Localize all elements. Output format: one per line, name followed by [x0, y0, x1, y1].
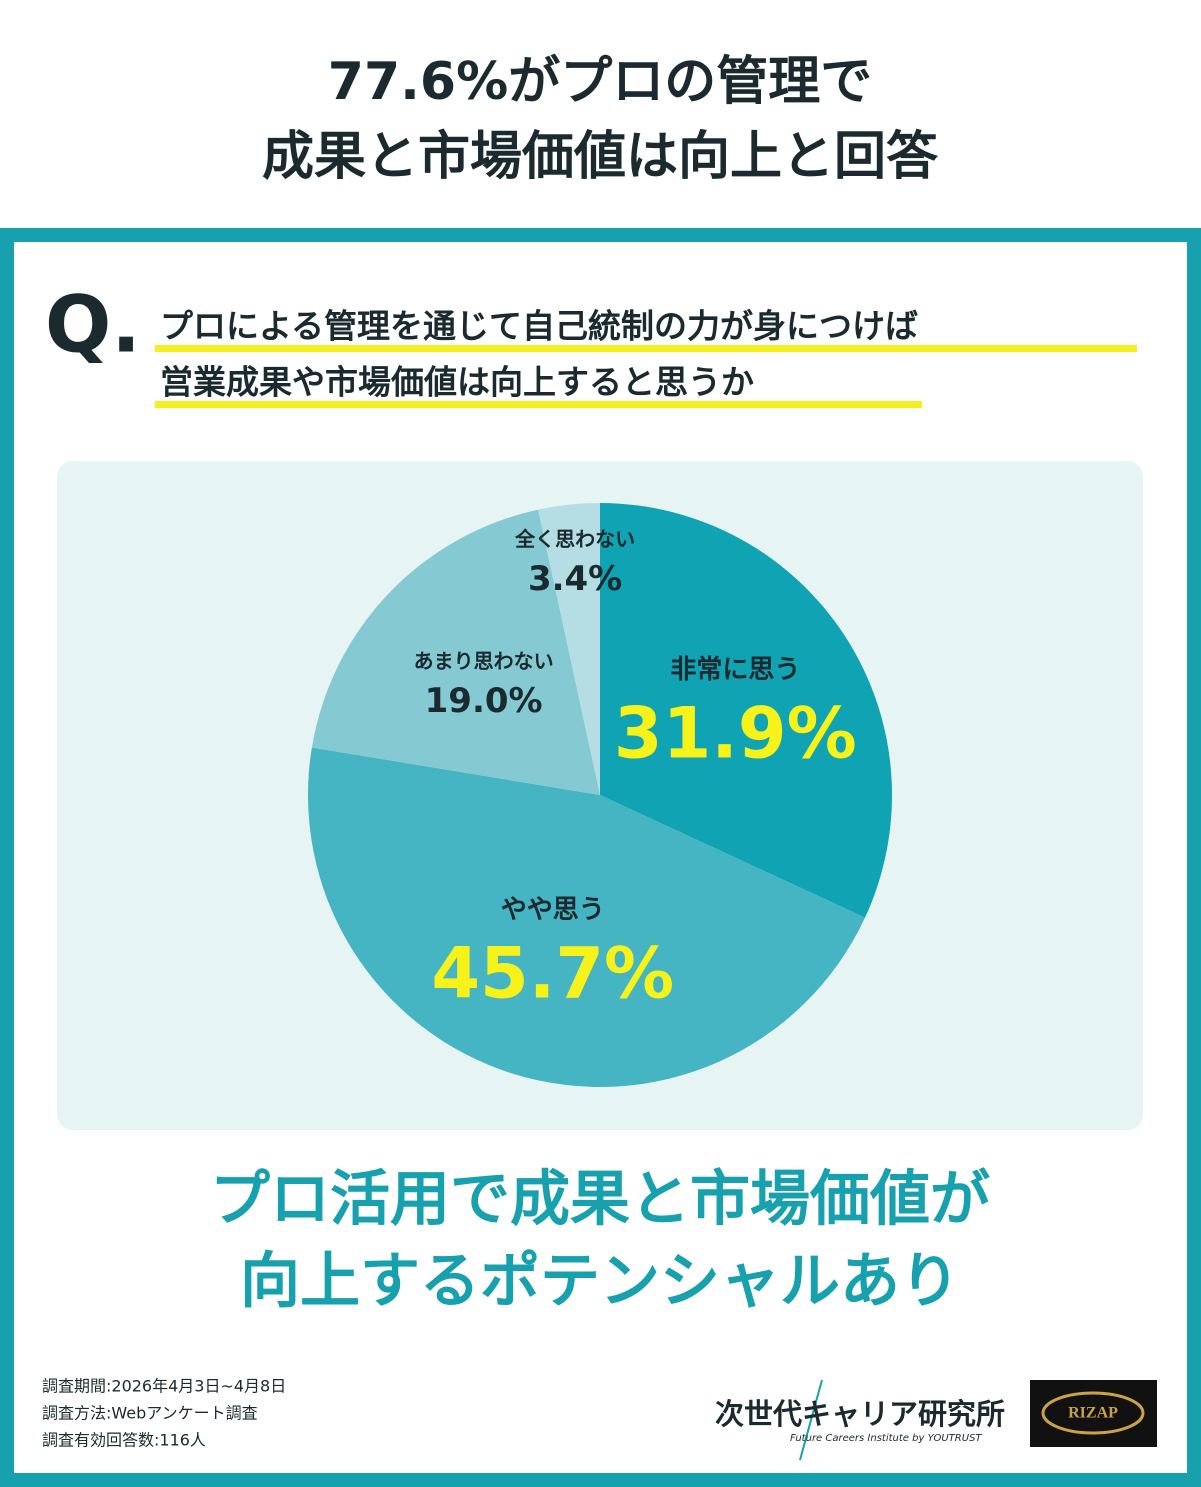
institute-logo: 次世代キャリア研究所	[715, 1397, 1005, 1431]
title: 成果と市場価値は向上と回答	[262, 127, 939, 187]
slice-value: 31.9%	[614, 693, 857, 775]
logo-slash	[799, 1379, 823, 1461]
pie-slice	[311, 509, 600, 795]
note: 調査方法:Webアンケート調査	[42, 1404, 258, 1423]
slice-name: やや思う	[501, 895, 605, 925]
frame	[0, 228, 1201, 1487]
question: プロによる管理を通じて自己統制の力が身につけば	[160, 307, 918, 346]
rizap-text: RIZAP	[1068, 1405, 1118, 1422]
institute-sub: Future Careers Institute by YOUTRUST	[790, 1433, 982, 1444]
headline: プロ活用で成果と市場価値が	[210, 1165, 990, 1235]
rizap-ring	[1041, 1391, 1145, 1435]
headline: 向上するポテンシャルあり	[240, 1247, 960, 1317]
question-mark: Q.	[45, 280, 141, 370]
slice-name: あまり思わない	[414, 649, 554, 673]
slice-value: 45.7%	[431, 933, 674, 1015]
pie-slice	[600, 503, 893, 918]
slice-value: 3.4%	[528, 559, 622, 599]
note: 調査期間:2026年4月3日~4月8日	[42, 1377, 286, 1396]
rizap-logo	[1030, 1380, 1157, 1447]
pie: 非常に思う 31.9% やや思う 45.7% あまり思わない 19.0% 全く思わない 3.4…	[307, 503, 893, 1088]
pie-slice	[307, 747, 865, 1088]
note: 調査有効回答数:116人	[42, 1431, 206, 1450]
underline	[155, 401, 922, 408]
underline	[155, 345, 1137, 352]
slice-value: 19.0%	[425, 681, 543, 721]
title: 77.6%がプロの管理で	[328, 52, 872, 112]
question: 営業成果や市場価値は向上すると思うか	[160, 363, 754, 402]
pie-slice	[538, 503, 600, 795]
slice-name: 全く思わない	[514, 527, 635, 551]
slice-name: 非常に思う	[670, 655, 800, 685]
